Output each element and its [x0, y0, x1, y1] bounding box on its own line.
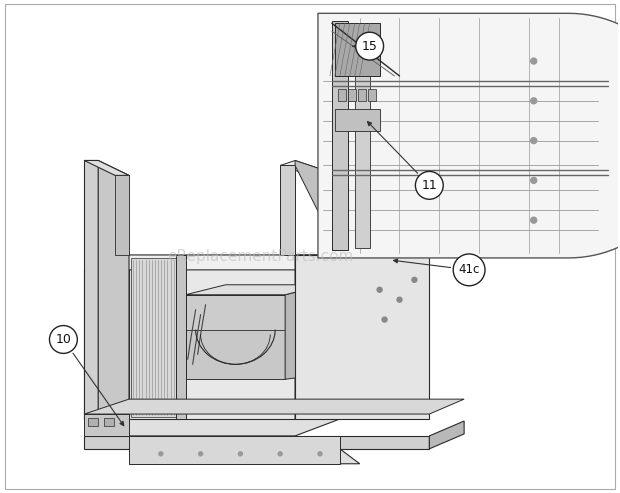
Circle shape: [531, 58, 537, 64]
Polygon shape: [335, 109, 379, 131]
Polygon shape: [131, 258, 175, 417]
Polygon shape: [175, 255, 186, 419]
Polygon shape: [98, 161, 129, 419]
Polygon shape: [84, 414, 129, 436]
Circle shape: [453, 254, 485, 286]
Polygon shape: [186, 329, 285, 379]
Text: 41c: 41c: [458, 263, 480, 277]
Circle shape: [278, 452, 282, 456]
Bar: [348, 89, 356, 101]
Polygon shape: [129, 255, 295, 419]
Polygon shape: [318, 13, 620, 258]
Polygon shape: [84, 161, 98, 419]
Circle shape: [356, 32, 384, 60]
Circle shape: [397, 297, 402, 302]
Circle shape: [412, 278, 417, 282]
Polygon shape: [84, 161, 129, 176]
Circle shape: [50, 325, 78, 353]
Polygon shape: [84, 399, 340, 419]
Polygon shape: [129, 436, 340, 464]
Circle shape: [531, 98, 537, 104]
Circle shape: [382, 317, 387, 322]
Polygon shape: [84, 270, 129, 419]
Circle shape: [531, 217, 537, 223]
Circle shape: [415, 172, 443, 199]
Circle shape: [318, 452, 322, 456]
Polygon shape: [295, 161, 340, 255]
Circle shape: [531, 138, 537, 143]
Circle shape: [198, 452, 203, 456]
Polygon shape: [295, 255, 429, 419]
Text: 15: 15: [361, 39, 378, 53]
Polygon shape: [355, 26, 370, 248]
Circle shape: [377, 287, 382, 292]
Text: 11: 11: [422, 179, 437, 192]
Polygon shape: [84, 419, 340, 436]
Polygon shape: [295, 255, 340, 419]
Polygon shape: [280, 166, 295, 255]
Polygon shape: [280, 161, 340, 180]
Circle shape: [239, 452, 242, 456]
Bar: [104, 418, 114, 426]
Polygon shape: [84, 255, 340, 270]
Circle shape: [159, 452, 163, 456]
Circle shape: [531, 177, 537, 183]
Polygon shape: [429, 421, 464, 449]
Text: 10: 10: [55, 333, 71, 346]
Polygon shape: [186, 285, 325, 295]
Polygon shape: [115, 176, 129, 255]
Polygon shape: [186, 295, 285, 379]
Polygon shape: [84, 436, 429, 449]
Text: eReplacementParts.com: eReplacementParts.com: [167, 249, 354, 264]
Polygon shape: [129, 449, 360, 464]
Bar: [88, 418, 98, 426]
Polygon shape: [285, 285, 325, 379]
Polygon shape: [84, 399, 464, 414]
Polygon shape: [335, 23, 379, 76]
Bar: [368, 89, 376, 101]
Bar: [338, 89, 346, 101]
Bar: [358, 89, 366, 101]
Polygon shape: [332, 21, 348, 250]
